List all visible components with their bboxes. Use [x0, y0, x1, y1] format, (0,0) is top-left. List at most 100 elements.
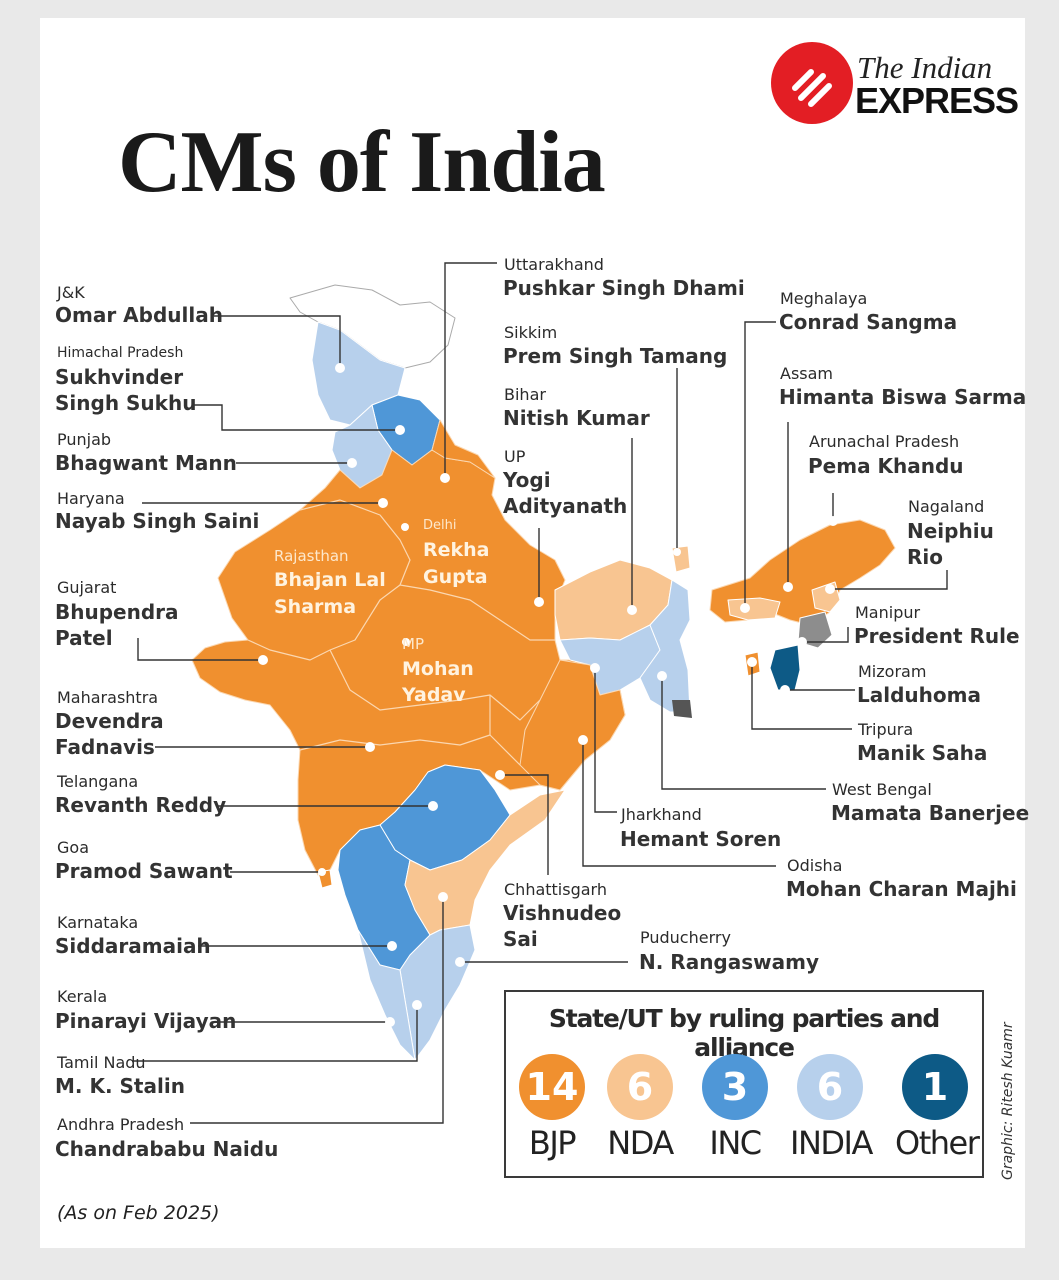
leader-line-tripura: [751, 662, 852, 730]
legend-title: State/UT by ruling parties and alliance: [548, 1004, 940, 1062]
state-label-arunachal: Arunachal Pradesh: [809, 432, 960, 451]
marker-punjab: [347, 458, 357, 468]
cm-name-odisha: Mohan Charan Majhi: [786, 877, 1017, 901]
region-kerala: [357, 929, 416, 1061]
cm-name-delhi-2: Gupta: [423, 566, 488, 588]
cm-name-haryana: Nayab Singh Saini: [55, 509, 260, 533]
state-label-goa: Goa: [57, 838, 89, 857]
cm-name-manipur: President Rule: [854, 624, 1020, 648]
marker-kerala: [385, 1017, 395, 1027]
cm-name-rajasthan-1: Bhajan Lal: [274, 569, 386, 591]
cm-name-gujarat-2: Patel: [55, 626, 113, 650]
state-label-gujarat: Gujarat: [57, 578, 117, 597]
legend-label-inc: INC: [709, 1124, 762, 1162]
legend-count-other: 1: [902, 1054, 968, 1120]
region-odisha: [519, 659, 626, 791]
cm-name-nagaland-1: Neiphiu: [907, 519, 994, 543]
leader-line-chhattisgarh: [500, 774, 549, 875]
marker-mizoram: [780, 685, 790, 695]
legend-item-india: 6 INDIA: [790, 1054, 873, 1162]
leader-line-uttarakhand: [444, 262, 497, 478]
legend-item-bjp: 14 BJP: [512, 1054, 592, 1162]
cm-name-puducherry: N. Rangaswamy: [639, 950, 819, 974]
page-title: CMs of India: [118, 114, 606, 211]
state-label-tn: Tamil Nadu: [57, 1053, 146, 1072]
state-label-punjab: Punjab: [57, 430, 112, 449]
marker-goa: [318, 868, 326, 876]
marker-tripura: [747, 657, 757, 667]
state-label-manipur: Manipur: [855, 603, 921, 622]
marker-assam: [783, 582, 793, 592]
state-label-delhi: Delhi: [423, 518, 457, 533]
state-label-rajasthan: Rajasthan: [274, 547, 349, 565]
state-label-nagaland: Nagaland: [908, 497, 985, 516]
state-label-kerala: Kerala: [57, 987, 108, 1006]
state-label-uttarakhand: Uttarakhand: [504, 255, 604, 274]
state-label-sikkim: Sikkim: [504, 323, 558, 342]
cm-name-delhi-1: Rekha: [423, 539, 490, 561]
cm-name-chhattisgarh-1: Vishnudeo: [503, 901, 622, 925]
state-label-mp: MP: [402, 635, 424, 653]
marker-uttarakhand: [440, 473, 450, 483]
state-label-jharkhand: Jharkhand: [621, 805, 702, 824]
leader-line-nagaland: [830, 570, 948, 590]
marker-jk: [335, 363, 345, 373]
leader-line-manipur: [802, 627, 849, 643]
state-label-bihar: Bihar: [504, 385, 546, 404]
state-label-karnataka: Karnataka: [57, 913, 139, 932]
legend-count-nda: 6: [607, 1054, 673, 1120]
marker-nagaland: [825, 584, 835, 594]
cm-name-uttarakhand: Pushkar Singh Dhami: [503, 276, 745, 300]
cm-name-nagaland-2: Rio: [907, 545, 943, 569]
cm-name-jharkhand: Hemant Soren: [620, 827, 782, 851]
state-label-maharashtra: Maharashtra: [57, 688, 159, 707]
city-markers: [258, 363, 838, 1027]
state-label-ap: Andhra Pradesh: [57, 1115, 185, 1134]
marker-arunachal: [828, 516, 838, 526]
marker-hp: [395, 425, 405, 435]
legend-count-bjp: 14: [519, 1054, 585, 1120]
publisher-name-line2: EXPRESS: [855, 80, 1019, 121]
marker-gujarat: [258, 655, 268, 665]
leader-line-tn: [132, 1005, 418, 1062]
cm-name-sikkim: Prem Singh Tamang: [503, 344, 728, 368]
marker-telangana: [428, 801, 438, 811]
marker-sikkim: [673, 548, 681, 556]
legend-label-bjp: BJP: [528, 1124, 577, 1162]
publisher-name-line1: The Indian: [857, 50, 993, 85]
cm-name-gujarat-1: Bhupendra: [55, 600, 179, 624]
state-label-haryana: Haryana: [57, 489, 125, 508]
legend-item-inc: 3 INC: [695, 1054, 775, 1162]
state-label-up: UP: [504, 447, 526, 466]
state-label-chhattisgarh: Chhattisgarh: [504, 880, 607, 899]
legend-label-india: INDIA: [790, 1124, 873, 1162]
leader-line-wb: [661, 676, 826, 790]
leader-line-gujarat: [137, 638, 263, 661]
state-label-tripura: Tripura: [858, 720, 914, 739]
marker-bihar: [627, 605, 637, 615]
cm-name-hp-1: Sukhvinder: [55, 365, 184, 389]
cm-name-tripura: Manik Saha: [857, 741, 988, 765]
legend-item-other: 1 Other: [895, 1054, 980, 1162]
region-meghalaya: [727, 597, 781, 621]
marker-haryana: [378, 498, 388, 508]
state-label-mizoram: Mizoram: [858, 662, 927, 681]
state-label-meghalaya: Meghalaya: [780, 289, 868, 308]
marker-karnataka: [387, 941, 397, 951]
leader-line-odisha: [582, 740, 776, 867]
cm-name-mp-2: Yadav: [402, 684, 466, 706]
cm-name-wb: Mamata Banerjee: [831, 801, 1030, 825]
cm-name-punjab: Bhagwant Mann: [55, 451, 237, 475]
cm-name-maharashtra-2: Fadnavis: [55, 735, 155, 759]
marker-up: [534, 597, 544, 607]
cm-name-up-1: Yogi: [503, 468, 551, 492]
leader-line-jharkhand: [594, 668, 617, 813]
region-wb: [639, 579, 691, 713]
state-label-assam: Assam: [780, 364, 834, 383]
marker-chhattisgarh: [495, 770, 505, 780]
leader-line-jk: [214, 315, 341, 368]
cm-name-tn: M. K. Stalin: [55, 1074, 185, 1098]
party-legend: State/UT by ruling parties and alliance …: [504, 990, 984, 1178]
leader-line-ap: [190, 897, 444, 1124]
